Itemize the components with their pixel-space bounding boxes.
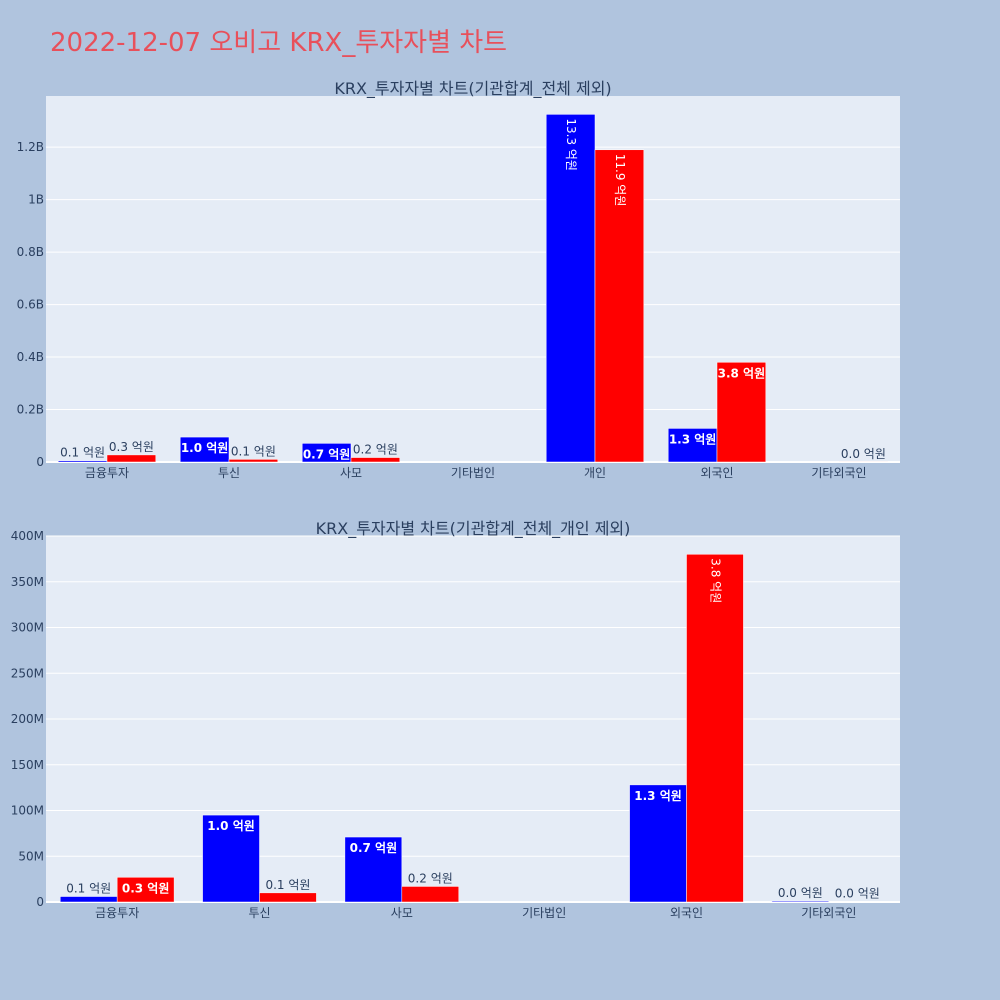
x-tick-label: 기타법인 <box>451 466 495 480</box>
plot-area <box>46 96 900 462</box>
bar <box>629 784 687 903</box>
bar <box>545 114 596 463</box>
y-tick-label: 400M <box>11 529 44 543</box>
x-tick-label: 기타외국인 <box>801 906 856 920</box>
bar <box>202 814 260 903</box>
chart-2: 0 50M 100M 150M 200M 250M 300M 350M 400M KRX_투자자별… <box>11 519 900 920</box>
x-tick-label: 사모 <box>340 466 362 480</box>
data-label: 0.7 억원 <box>303 447 351 461</box>
bar <box>116 877 175 903</box>
y-tick-label: 0.8B <box>17 245 44 259</box>
y-tick-label: 1B <box>28 193 44 207</box>
data-label: 0.1 억원 <box>231 444 276 458</box>
x-tick-label: 외국인 <box>700 466 733 480</box>
y-tick-label: 0.6B <box>17 298 44 312</box>
y-tick-label: 1.2B <box>17 140 44 154</box>
bar <box>259 892 317 903</box>
y-tick-label: 0.4B <box>17 350 44 364</box>
data-label: 1.3 억원 <box>634 789 682 803</box>
bar <box>401 886 460 903</box>
x-tick-label: 사모 <box>391 906 413 920</box>
y-tick-label: 50M <box>18 849 44 863</box>
bar <box>594 149 645 463</box>
y-tick-label: 0.2B <box>17 403 44 417</box>
x-tick-label: 기타외국인 <box>811 466 866 480</box>
bar <box>344 836 403 903</box>
data-label: 0.1 억원 <box>60 446 105 460</box>
data-label: 0.0 억원 <box>835 887 880 901</box>
data-label: 0.1 억원 <box>265 878 310 892</box>
data-label: 0.0 억원 <box>778 886 823 900</box>
data-label: 1.0 억원 <box>207 819 255 833</box>
data-label: 0.1 억원 <box>66 882 111 896</box>
y-tick-label: 350M <box>11 575 44 589</box>
bar <box>350 457 401 463</box>
x-tick-label: 기타법인 <box>522 906 566 920</box>
data-label: 0.2 억원 <box>408 871 453 885</box>
data-label: 0.0 억원 <box>841 447 886 461</box>
data-label: 0.2 억원 <box>353 443 398 457</box>
bar <box>106 454 157 463</box>
data-label: 3.8 억원 <box>708 558 722 603</box>
x-tick-label: 금융투자 <box>85 466 129 480</box>
data-label: 0.7 억원 <box>350 841 398 855</box>
chart-1: 0 0.2B 0.4B 0.6B 0.8B 1B 1.2B KRX_투자자별 차트(기관합계_… <box>17 79 900 480</box>
data-label: 0.3 억원 <box>109 440 154 454</box>
subplot-title: KRX_투자자별 차트(기관합계_전체_개인 제외) <box>316 519 631 539</box>
bar <box>686 554 744 903</box>
y-tick-label: 250M <box>11 666 44 680</box>
x-tick-label: 금융투자 <box>95 906 139 920</box>
bar <box>716 362 767 463</box>
x-tick-label: 투신 <box>248 906 270 920</box>
x-tick-label: 투신 <box>218 466 240 480</box>
data-label: 11.9 억원 <box>613 154 627 207</box>
y-tick-label: 0 <box>36 455 44 469</box>
bar <box>301 443 352 463</box>
y-tick-label: 0 <box>36 895 44 909</box>
x-tick-label: 외국인 <box>670 906 703 920</box>
subplot-title: KRX_투자자별 차트(기관합계_전체 제외) <box>334 79 611 99</box>
data-label: 1.0 억원 <box>181 441 229 455</box>
x-tick-label: 개인 <box>584 466 606 480</box>
bar <box>59 896 118 903</box>
data-label: 1.3 억원 <box>669 432 717 446</box>
bar <box>228 459 279 463</box>
bar <box>771 900 830 903</box>
page-title: 2022-12-07 오비고 KRX_투자자별 차트 <box>50 28 508 58</box>
y-tick-label: 150M <box>11 758 44 772</box>
bar <box>667 428 718 463</box>
y-tick-label: 200M <box>11 712 44 726</box>
bar <box>57 460 108 463</box>
data-label: 3.8 억원 <box>718 366 766 380</box>
data-label: 13.3 억원 <box>564 118 578 171</box>
bar <box>179 436 230 463</box>
y-tick-label: 300M <box>11 621 44 635</box>
y-tick-label: 100M <box>11 804 44 818</box>
data-label: 0.3 억원 <box>122 881 170 895</box>
